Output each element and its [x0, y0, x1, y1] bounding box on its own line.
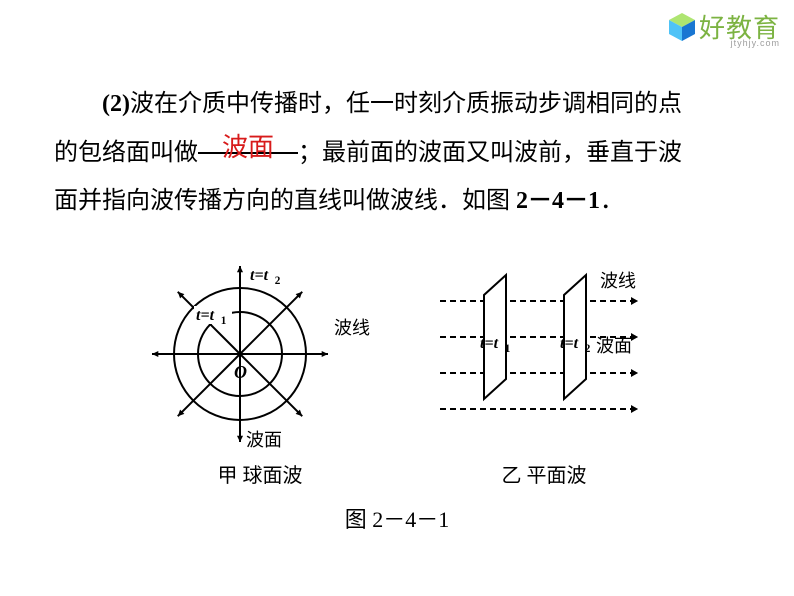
- svg-text:t=t: t=t: [480, 335, 499, 352]
- fig-ref: 2－4－1: [516, 188, 600, 214]
- svg-text:2: 2: [275, 275, 281, 287]
- text-1a: 波在介质中传播时，任一时刻介质振动步调相同的点: [130, 91, 682, 117]
- svg-text:1: 1: [221, 315, 227, 327]
- item-number: (2): [102, 91, 130, 117]
- svg-text:波面: 波面: [246, 430, 282, 450]
- svg-text:t=t: t=t: [250, 267, 269, 284]
- text-2b: ；最前面的波面又叫波前，垂直于波: [298, 140, 682, 166]
- text-3: 面并指向波传播方向的直线叫做波线．如图: [54, 188, 516, 214]
- svg-text:1: 1: [505, 343, 511, 355]
- diagram-plane-wave: t=t 1 t=t 2 波线波面: [424, 249, 664, 459]
- paragraph: (2)波在介质中传播时，任一时刻介质振动步调相同的点 的包络面叫做波面；最前面的…: [54, 80, 744, 225]
- caption-prefix: 图: [345, 507, 373, 532]
- figure-caption: 图 2－4－1: [0, 502, 794, 534]
- text-2a: 的包络面叫做: [54, 140, 198, 166]
- fill-blank: 波面: [198, 128, 298, 154]
- svg-text:t=t: t=t: [196, 307, 215, 324]
- svg-text:波线: 波线: [334, 318, 370, 338]
- figure: t=t 1 t=t 2 O 波线波面 甲 球面波 t=t 1 t=t 2 波线波面 乙 平面波 图…: [0, 242, 794, 534]
- svg-text:O: O: [234, 362, 247, 382]
- period: ．: [600, 188, 624, 214]
- brand-url: jtyhjy.com: [731, 38, 780, 48]
- cube-icon: [665, 10, 699, 44]
- svg-text:波面: 波面: [596, 336, 632, 356]
- blank-answer: 波面: [222, 133, 274, 162]
- subcaption-left: 甲 球面波: [130, 459, 390, 488]
- caption-num: 2－4－1: [372, 507, 449, 532]
- svg-text:t=t: t=t: [560, 335, 579, 352]
- subcaption-right: 乙 平面波: [424, 459, 664, 488]
- svg-text:波线: 波线: [600, 271, 636, 291]
- diagram-spherical-wave: t=t 1 t=t 2 O 波线波面: [130, 249, 390, 459]
- svg-text:2: 2: [585, 343, 591, 355]
